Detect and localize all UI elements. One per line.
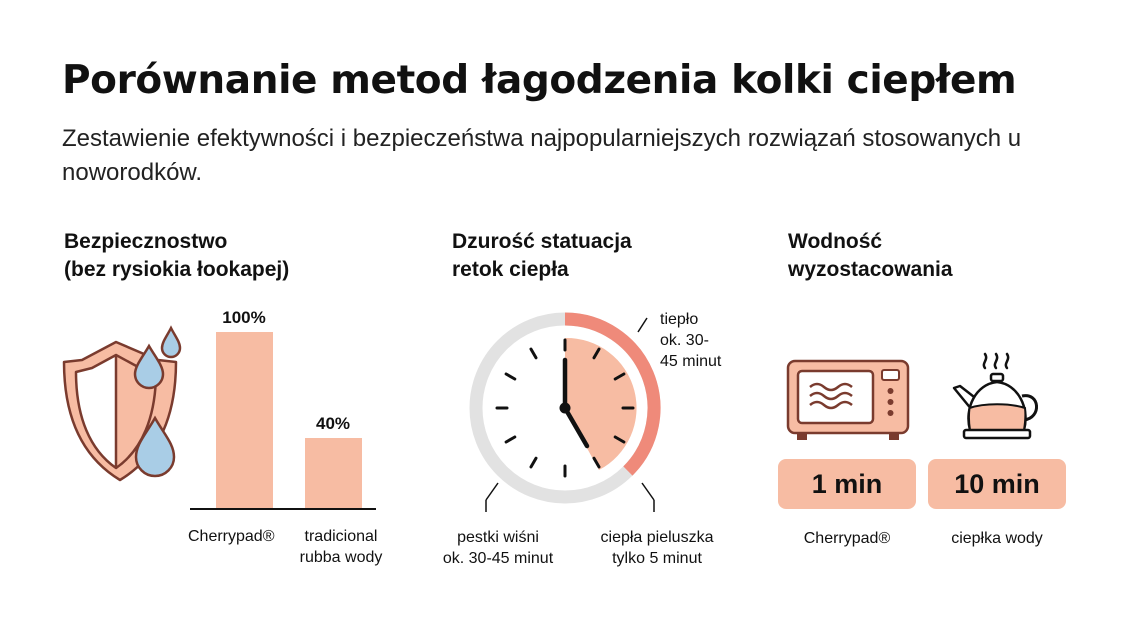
safety-title-line-1: Bezpiecznostwo (64, 230, 228, 253)
kettle-icon (952, 352, 1038, 440)
page-subtitle: Zestawienie efektywności i bezpieczeństw… (62, 125, 1022, 186)
bar-chart-baseline (190, 508, 376, 510)
bar-category-traditional-line-2: rubba wody (299, 549, 383, 566)
safety-bar-chart: 100% 40% (190, 300, 390, 510)
clock-icon (469, 312, 661, 504)
clock-label-warm-line-2: ok. 30- (660, 332, 709, 349)
heating-label-water: ciepłka wody (951, 530, 1043, 547)
page-title: Porównanie metod łagodzenia kolki ciepłe… (62, 58, 1017, 103)
duration-title-line-2: retok ciepła (452, 258, 569, 281)
clock-label-warm: tiepło ok. 30- 45 minut (660, 309, 721, 372)
bar-category-cherrypad: Cherrypad® (188, 528, 275, 545)
duration-section-title: Dzurość statuacja retok ciepła (452, 228, 632, 284)
heating-time-water: 10 min (928, 459, 1066, 509)
clock-label-diaper-line-2: tylko 5 minut (612, 550, 702, 567)
clock-leader-lines (485, 317, 655, 512)
duration-title-line-1: Dzurość statuacja (452, 230, 632, 253)
shield-with-water-drops-icon (62, 325, 182, 482)
bar-category-traditional-line-1: tradicional (304, 528, 378, 545)
bar-cherrypad (216, 332, 273, 508)
bar-value-traditional-water: 40% (315, 414, 351, 433)
bar-category-traditional-water: tradicional rubba wody (288, 526, 394, 568)
bar-value-cherrypad: 100% (222, 308, 266, 327)
clock-label-cherry-line-2: ok. 30-45 minut (442, 550, 554, 567)
clock-label-cherry-line-1: pestki wiśni (457, 529, 539, 546)
clock-label-warm-line-1: tiepło (660, 311, 699, 328)
heating-time-cherrypad: 1 min (778, 459, 916, 509)
heating-label-cherrypad: Cherrypad® (803, 530, 891, 547)
clock-label-cherry-pits: pestki wiśni ok. 30-45 minut (432, 527, 564, 569)
heating-section-title: Wodność wyzostacowania (788, 228, 953, 284)
safety-title-line-2: (bez rysiokia łookapej) (64, 258, 290, 281)
clock-label-diaper-line-1: ciepła pieluszka (600, 529, 714, 546)
clock-label-warm-line-3: 45 minut (660, 353, 722, 370)
safety-section-title: Bezpiecznostwo (bez rysiokia łookapej) (64, 228, 289, 284)
bar-traditional-water (305, 438, 362, 508)
heating-title-line-2: wyzostacowania (788, 258, 953, 281)
heating-title-line-1: Wodność (788, 230, 883, 253)
microwave-icon (786, 359, 910, 440)
clock-label-warm-diaper: ciepła pieluszka tylko 5 minut (588, 527, 726, 569)
